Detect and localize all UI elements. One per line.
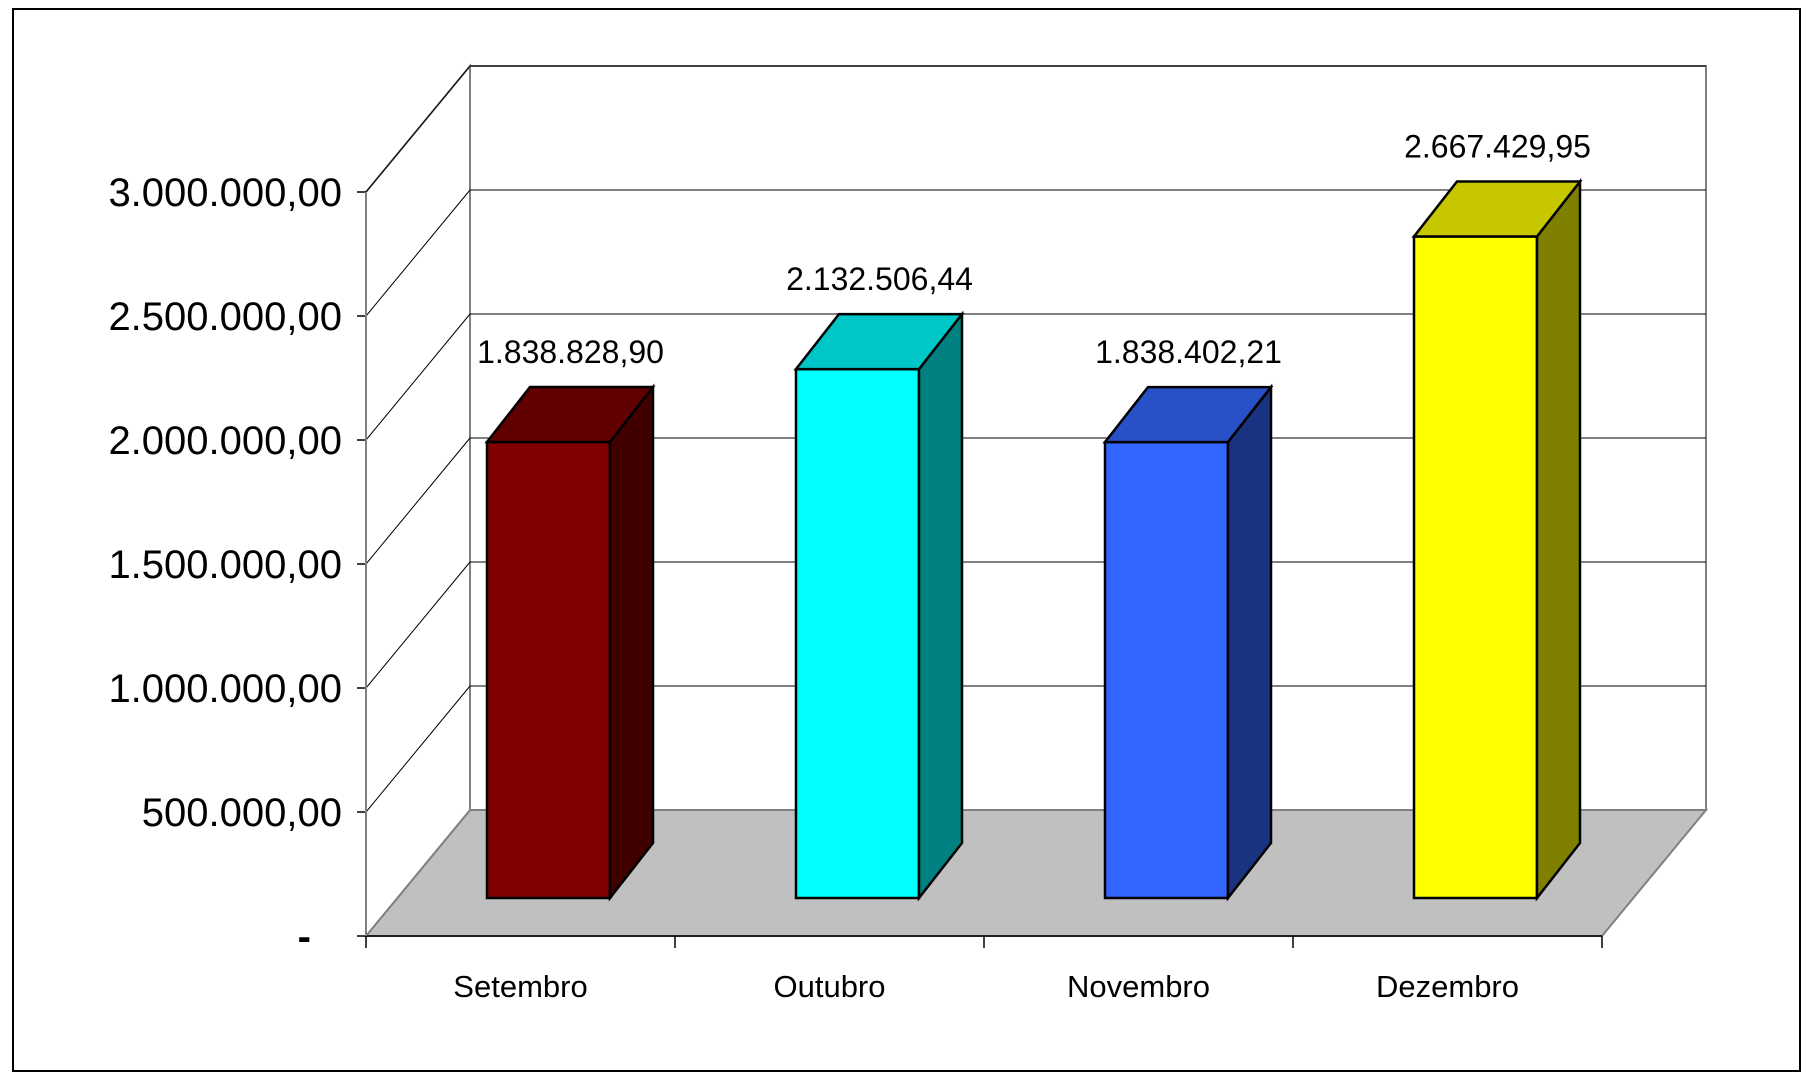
bar-side — [1535, 177, 1582, 902]
bar-side — [917, 310, 964, 902]
bar-top — [1102, 385, 1274, 444]
y-tick-label: 3.000.000,00 — [108, 171, 342, 215]
y-tick-label: - — [298, 915, 311, 959]
bar-front — [1103, 440, 1230, 900]
bar-top — [1411, 180, 1583, 238]
gridline-diagonal — [365, 65, 471, 193]
gridline-diagonal — [365, 437, 471, 565]
data-label: 1.838.828,90 — [477, 334, 664, 370]
bar-outubro — [793, 310, 965, 902]
bar-front — [794, 367, 921, 900]
bar-front — [1412, 235, 1539, 900]
data-label: 2.132.506,44 — [786, 261, 973, 297]
y-tick-label: 2.500.000,00 — [108, 295, 342, 339]
gridline-diagonal — [365, 685, 471, 813]
bar-novembro — [1102, 383, 1274, 902]
bar-side — [608, 383, 655, 902]
y-tick-label: 1.000.000,00 — [108, 667, 342, 711]
gridline-diagonal — [365, 189, 471, 317]
y-tick-label: 2.000.000,00 — [108, 419, 342, 463]
bar-side — [1226, 383, 1273, 902]
x-tick-label: Dezembro — [1376, 969, 1519, 1004]
data-label: 2.667.429,95 — [1404, 128, 1591, 164]
bar-top — [793, 312, 965, 371]
bar-top — [484, 385, 656, 444]
bar-dezembro — [1411, 177, 1583, 902]
bar-setembro — [484, 383, 656, 902]
x-tick-label: Novembro — [1067, 969, 1210, 1004]
y-tick-label: 1.500.000,00 — [108, 543, 342, 587]
bar-front — [485, 440, 612, 900]
data-label: 1.838.402,21 — [1095, 334, 1282, 370]
x-tick-label: Setembro — [453, 969, 587, 1004]
gridline-diagonal — [365, 561, 471, 689]
x-tick-label: Outubro — [773, 969, 885, 1004]
gridline-diagonal — [365, 313, 471, 441]
y-tick-label: 500.000,00 — [142, 791, 342, 835]
